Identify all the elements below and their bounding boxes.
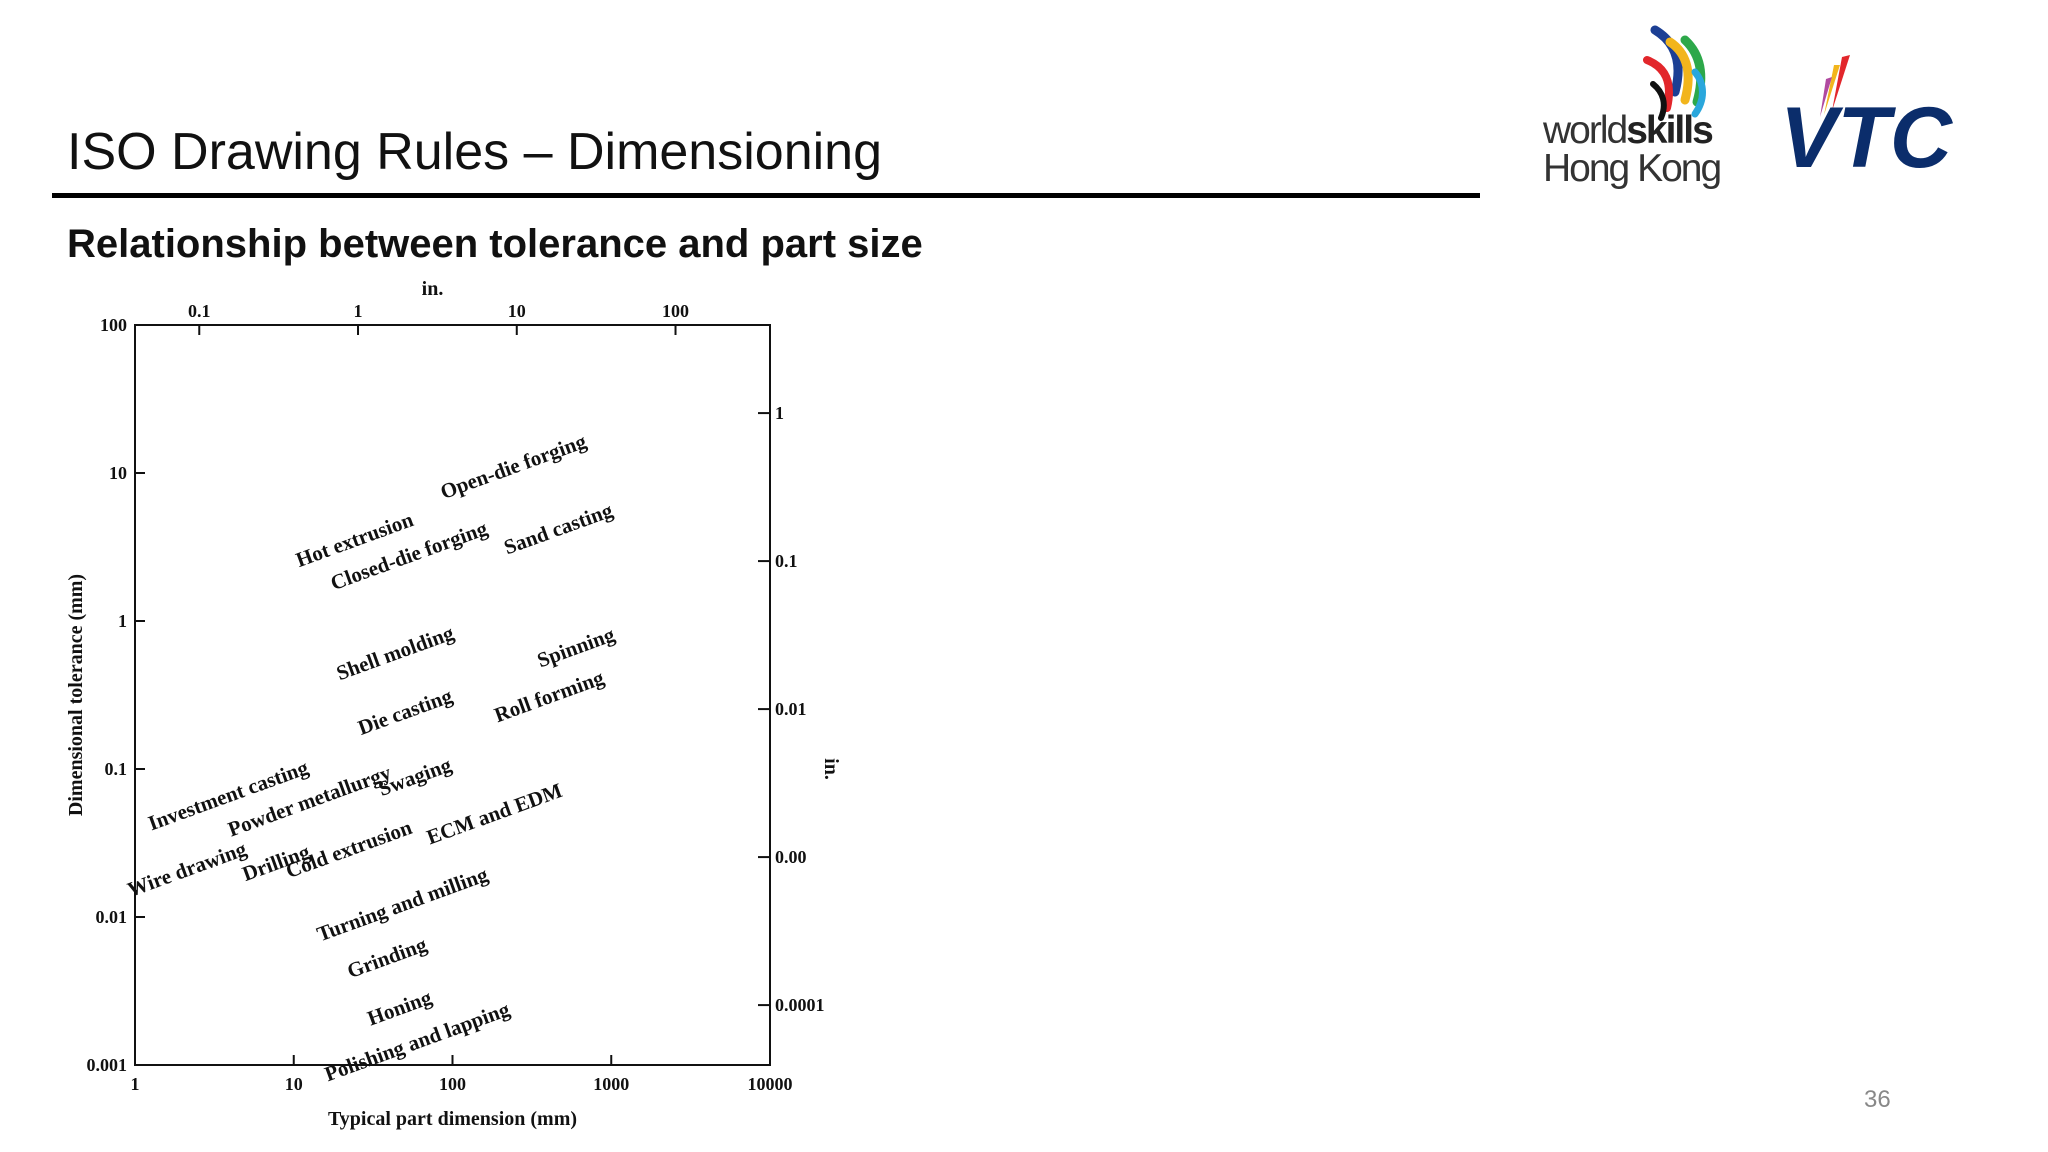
y-tick-label: 0.01 [96, 907, 128, 927]
top-axis-tick-label: 1 [354, 301, 363, 321]
process-label: Grinding [344, 932, 431, 983]
y-axis-label: Dimensional tolerance (mm) [65, 574, 87, 816]
top-axis-tick-label: 100 [662, 301, 689, 321]
top-axis-tick-label: 0.1 [188, 301, 211, 321]
worldskills-hong-kong-logo: worldskills Hong Kong [1535, 22, 1735, 197]
process-label: Open-die forging [437, 429, 590, 504]
process-label: Roll forming [491, 665, 608, 727]
top-axis-label: in. [422, 278, 444, 300]
page-number: 36 [1864, 1086, 1891, 1113]
process-label: Shell molding [333, 620, 457, 685]
vtc-flame-purple-icon [1820, 77, 1832, 117]
right-axis-label: in. [820, 758, 842, 780]
x-tick-label: 10 [285, 1074, 303, 1094]
x-axis-label: Typical part dimension (mm) [328, 1108, 577, 1130]
slide-subtitle: Relationship between tolerance and part … [67, 222, 923, 266]
worldskills-word-hongkong: Hong Kong [1543, 147, 1722, 190]
worldskills-word-skills: skills [1626, 109, 1714, 152]
worldskills-ribbon-icon [1643, 25, 1706, 121]
x-tick-label: 10000 [748, 1074, 793, 1094]
top-axis-tick-label: 10 [508, 301, 526, 321]
right-axis-tick-label: 0.00 [775, 847, 807, 867]
process-label: ECM and EDM [423, 778, 565, 849]
right-axis-tick-label: 0.0001 [775, 995, 825, 1015]
y-tick-label: 100 [100, 315, 127, 335]
right-axis-tick-label: 0.1 [775, 551, 798, 571]
process-label: Die casting [355, 683, 456, 739]
title-divider [52, 193, 1480, 198]
vtc-flame-yellow-icon [1824, 65, 1840, 115]
worldskills-word-world: world [1543, 109, 1628, 152]
process-label: Honing [364, 985, 435, 1030]
process-label: Sand casting [501, 498, 617, 560]
process-label: Swaging [375, 752, 455, 801]
x-tick-label: 1000 [593, 1074, 629, 1094]
right-axis-tick-label: 0.01 [775, 699, 807, 719]
y-tick-label: 1 [118, 611, 127, 631]
y-tick-label: 0.001 [87, 1055, 128, 1075]
y-tick-label: 0.1 [105, 759, 128, 779]
process-label: Turning and milling [314, 862, 492, 946]
vtc-wordmark: VTC [1780, 90, 1954, 185]
slide-title: ISO Drawing Rules – Dimensioning [67, 123, 883, 181]
right-axis-tick-label: 1 [775, 403, 784, 423]
vtc-flame-red-icon [1832, 55, 1850, 111]
y-tick-label: 10 [109, 463, 127, 483]
process-label: Wire drawing [124, 836, 250, 901]
plot-frame [134, 324, 771, 1066]
process-label: Spinning [534, 622, 618, 672]
x-tick-label: 100 [439, 1074, 466, 1094]
x-tick-label: 1 [131, 1074, 140, 1094]
vtc-logo: VTC [1780, 45, 1980, 186]
